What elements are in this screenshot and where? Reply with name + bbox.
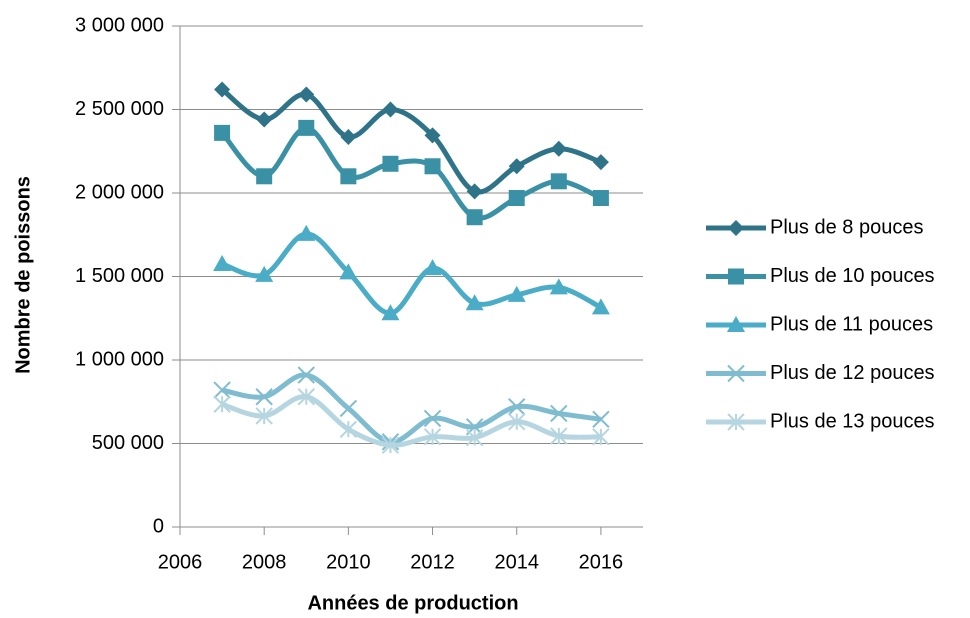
marker: [508, 398, 526, 416]
marker: [549, 278, 568, 295]
marker: [213, 381, 231, 399]
legend-label: Plus de 10 pouces: [770, 265, 935, 287]
marker: [255, 265, 274, 282]
marker: [340, 129, 357, 146]
marker: [213, 254, 232, 271]
legend-marker: [727, 364, 745, 383]
y-tick-label: 2 500 000: [75, 98, 164, 120]
marker: [508, 413, 526, 431]
marker: [255, 407, 273, 425]
marker: [465, 428, 484, 447]
marker: [297, 224, 316, 241]
y-tick-label: 1 500 000: [75, 265, 164, 287]
y-tick-label: 500 000: [92, 432, 164, 454]
legend-label: Plus de 13 pouces: [770, 410, 935, 432]
legend-marker: [728, 268, 744, 285]
marker: [255, 388, 273, 406]
marker: [592, 190, 609, 207]
x-axis-title: Années de production: [307, 592, 518, 614]
y-tick-label: 3 000 000: [75, 14, 164, 36]
marker: [592, 410, 610, 428]
marker: [382, 101, 399, 118]
marker: [340, 168, 357, 185]
marker: [298, 119, 315, 136]
marker: [213, 395, 231, 413]
marker: [466, 209, 483, 226]
marker: [507, 285, 526, 302]
x-tick-label: 2010: [326, 551, 371, 573]
x-tick-label: 2008: [242, 551, 287, 573]
marker: [550, 404, 568, 423]
marker: [423, 428, 442, 446]
marker: [466, 183, 483, 200]
x-tick-label: 2012: [410, 551, 455, 573]
marker: [256, 168, 273, 185]
marker: [592, 154, 609, 171]
series-line: [221, 372, 602, 445]
series-line: [220, 125, 602, 221]
legend-marker: [727, 316, 745, 332]
y-axis-title: Nombre de poissons: [12, 176, 34, 374]
marker: [591, 298, 610, 315]
y-tick-label: 2 000 000: [75, 181, 164, 203]
marker: [298, 86, 315, 103]
marker: [256, 111, 273, 128]
marker: [423, 409, 442, 428]
marker: [382, 155, 399, 172]
marker: [214, 81, 231, 98]
legend-marker: [727, 413, 745, 431]
marker: [297, 388, 315, 406]
y-tick-label: 1 000 000: [75, 348, 164, 370]
x-tick-label: 2016: [579, 551, 624, 573]
marker: [465, 294, 484, 311]
series-line: [220, 87, 602, 195]
marker: [381, 304, 400, 321]
series-line: [221, 231, 603, 316]
series-line: [221, 394, 601, 448]
marker: [423, 259, 442, 276]
marker: [214, 124, 231, 141]
marker: [592, 428, 610, 446]
x-tick-label: 2014: [494, 551, 539, 573]
marker: [550, 140, 567, 157]
marker: [339, 399, 358, 418]
y-tick-label: 0: [153, 515, 164, 537]
legend-marker: [728, 220, 744, 236]
marker: [550, 427, 568, 445]
marker: [508, 158, 525, 175]
marker: [550, 173, 567, 190]
marker: [339, 420, 358, 439]
marker: [508, 190, 525, 207]
legend-label: Plus de 8 pouces: [770, 216, 923, 238]
marker: [424, 158, 441, 175]
marker: [381, 436, 400, 454]
x-tick-label: 2006: [158, 551, 203, 573]
legend-label: Plus de 11 pouces: [770, 313, 933, 335]
marker: [297, 366, 315, 384]
legend-label: Plus de 12 pouces: [770, 362, 935, 384]
marker: [424, 127, 441, 144]
marker: [339, 263, 358, 280]
